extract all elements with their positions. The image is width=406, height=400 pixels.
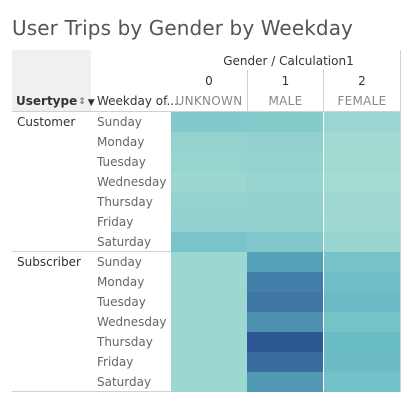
heatmap-cell-subscriber-saturday-female[interactable] [324,372,400,392]
heatmap-cell-subscriber-thursday-female[interactable] [324,332,400,352]
heatmap-cell-customer-thursday-female[interactable] [324,192,400,212]
row-label-subscriber-saturday: Saturday [97,375,152,389]
column-divider-1 [247,70,248,112]
heatmap-cell-subscriber-tuesday-unknown[interactable] [171,292,247,312]
row-label-subscriber-friday: Friday [97,355,134,369]
group-label-customer: Customer [17,115,76,129]
heatmap-cell-subscriber-friday-male[interactable] [247,352,323,372]
row-label-customer-tuesday: Tuesday [97,155,146,169]
heatmap-cell-subscriber-wednesday-unknown[interactable] [171,312,247,332]
dropdown-icon[interactable]: ▼ [87,98,95,108]
heatmap-cell-customer-saturday-male[interactable] [247,232,323,252]
heatmap-cell-customer-monday-unknown[interactable] [171,132,247,152]
right-border [400,50,401,392]
column-label-unknown: UNKNOWN [175,94,243,108]
heatmap-cell-customer-friday-female[interactable] [324,212,400,232]
heatmap-cell-customer-thursday-unknown[interactable] [171,192,247,212]
heatmap-cell-customer-monday-male[interactable] [247,132,323,152]
heatmap-cell-subscriber-thursday-male[interactable] [247,332,323,352]
row-label-customer-sunday: Sunday [97,115,142,129]
heatmap-cell-customer-monday-female[interactable] [324,132,400,152]
heatmap-cell-subscriber-wednesday-male[interactable] [247,312,323,332]
heatmap-cell-customer-wednesday-male[interactable] [247,172,323,192]
heatmap-cell-customer-sunday-unknown[interactable] [171,112,247,132]
row-label-subscriber-sunday: Sunday [97,255,142,269]
heatmap-cell-subscriber-sunday-male[interactable] [247,252,323,272]
heatmap-cell-customer-friday-male[interactable] [247,212,323,232]
heatmap-cell-subscriber-sunday-female[interactable] [324,252,400,272]
heatmap-cell-subscriber-thursday-unknown[interactable] [171,332,247,352]
heatmap-cell-customer-wednesday-female[interactable] [324,172,400,192]
column-code-1: 1 [281,74,290,88]
usertype-header-label: Usertype [16,94,78,108]
row-label-subscriber-thursday: Thursday [97,335,153,349]
heatmap-cell-subscriber-sunday-unknown[interactable] [171,252,247,272]
heatmap-cell-customer-thursday-male[interactable] [247,192,323,212]
row-label-subscriber-wednesday: Wednesday [97,315,167,329]
heatmap-cell-subscriber-wednesday-female[interactable] [324,312,400,332]
row-label-customer-thursday: Thursday [97,195,153,209]
heatmap-cell-customer-tuesday-unknown[interactable] [171,152,247,172]
heatmap-cell-customer-sunday-female[interactable] [324,112,400,132]
heatmap-cell-customer-sunday-male[interactable] [247,112,323,132]
heatmap-cell-subscriber-friday-unknown[interactable] [171,352,247,372]
weekday-header[interactable]: Weekday of... [97,94,178,108]
heatmap-cell-subscriber-friday-female[interactable] [324,352,400,372]
row-label-customer-saturday: Saturday [97,235,152,249]
usertype-header[interactable]: Usertype↕ ▼ [16,94,95,108]
sort-icon[interactable]: ↕ [78,97,86,107]
row-label-customer-wednesday: Wednesday [97,175,167,189]
column-header: Gender / Calculation1 [223,54,354,68]
heatmap-cell-customer-wednesday-unknown[interactable] [171,172,247,192]
heatmap-cell-customer-tuesday-male[interactable] [247,152,323,172]
column-label-male: MALE [268,94,303,108]
heatmap-cell-subscriber-monday-male[interactable] [247,272,323,292]
column-label-female: FEMALE [337,94,387,108]
heatmap-cell-subscriber-saturday-male[interactable] [247,372,323,392]
header-divider [12,111,400,112]
heatmap-cell-subscriber-tuesday-female[interactable] [324,292,400,312]
row-label-subscriber-monday: Monday [97,275,145,289]
group-label-subscriber: Subscriber [17,255,81,269]
heatmap-cell-customer-friday-unknown[interactable] [171,212,247,232]
column-code-2: 2 [358,74,366,88]
row-label-customer-monday: Monday [97,135,145,149]
heatmap-cell-subscriber-monday-unknown[interactable] [171,272,247,292]
row-label-customer-friday: Friday [97,215,134,229]
column-divider-2 [323,70,324,112]
heatmap-cell-customer-tuesday-female[interactable] [324,152,400,172]
heatmap-cell-customer-saturday-unknown[interactable] [171,232,247,252]
heatmap-cell-subscriber-monday-female[interactable] [324,272,400,292]
header-corner [12,50,91,112]
heatmap-cell-customer-saturday-female[interactable] [324,232,400,252]
heatmap-cell-subscriber-saturday-unknown[interactable] [171,372,247,392]
column-code-0: 0 [205,74,213,88]
heatmap-cell-subscriber-tuesday-male[interactable] [247,292,323,312]
chart-title: User Trips by Gender by Weekday [12,16,353,40]
row-label-subscriber-tuesday: Tuesday [97,295,146,309]
